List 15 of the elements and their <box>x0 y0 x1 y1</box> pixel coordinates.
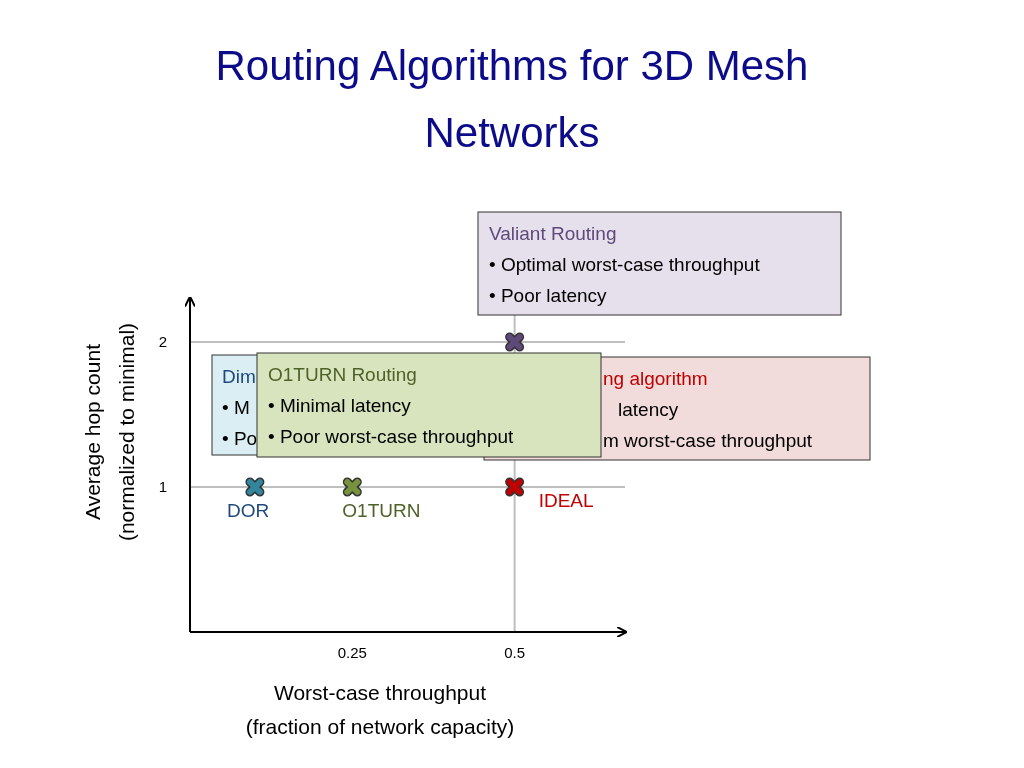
x-tick-label: 0.25 <box>337 644 367 661</box>
x-axis-title: Worst-case throughput (fraction of network capacity) <box>245 681 515 738</box>
series-label: O1TURN <box>342 500 421 521</box>
annotation: Dim • M • Po <box>222 366 258 449</box>
series-label: DOR <box>226 500 270 521</box>
x-tick-label: 0.5 <box>504 644 526 661</box>
annotation: Valiant Routing • Optimal worst-case throughput • Poor latency <box>489 223 761 306</box>
annotation: ng algorithm latency m worst-case throughput <box>603 368 813 451</box>
note-box: O1TURN Routing • Minimal latency • Poor worst-case throughput <box>256 352 602 458</box>
series-label: IDEAL <box>538 490 594 511</box>
y-tick-label: 2 <box>158 333 168 350</box>
chart-title: Routing Algorithms for 3D Mesh Networks <box>215 42 809 156</box>
y-tick-label: 1 <box>158 478 168 495</box>
y-axis-title: Average hop count (normalized to minimal) <box>81 322 138 542</box>
note-box: Valiant Routing • Optimal worst-case throughput • Poor latency <box>477 211 842 316</box>
